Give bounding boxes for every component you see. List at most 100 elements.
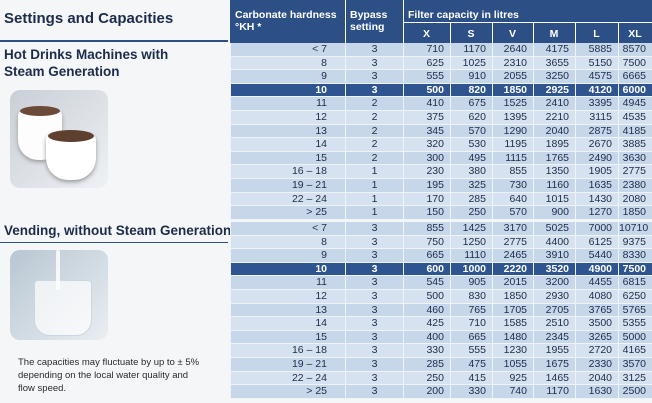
capacity-cell: 855 — [492, 165, 533, 179]
bypass-cell: 1 — [345, 165, 403, 179]
capacity-cell: 6125 — [575, 235, 618, 250]
table-row — [230, 303, 652, 318]
hardness-cell: 12 — [230, 290, 345, 304]
capacity-cell: 555 — [403, 70, 450, 84]
table-row — [230, 235, 652, 250]
capacity-cell: 9375 — [618, 235, 652, 250]
header-divider — [403, 22, 652, 23]
capacity-cell: 250 — [450, 206, 492, 220]
table-row — [230, 192, 652, 207]
capacity-cell: 475 — [450, 358, 492, 372]
capacity-cell: 5765 — [618, 303, 652, 318]
table-row — [230, 43, 652, 57]
capacity-cell: 3910 — [533, 249, 575, 263]
hardness-cell: 15 — [230, 151, 345, 166]
capacity-cell: 2775 — [492, 235, 533, 250]
capacity-cell: 555 — [450, 344, 492, 358]
table-row — [230, 97, 652, 111]
bypass-cell: 3 — [345, 303, 403, 318]
section-heading: Vending, without Steam Generation — [4, 222, 231, 239]
coffee-image — [10, 90, 108, 188]
capacity-cell: 740 — [492, 385, 533, 399]
capacity-cell: 5355 — [618, 317, 652, 331]
capacity-cell: 3765 — [575, 303, 618, 318]
note-line: flow speed. — [18, 383, 67, 394]
hardness-cell: < 7 — [230, 222, 345, 236]
bypass-cell: 2 — [345, 111, 403, 125]
capacity-cell: 1425 — [450, 222, 492, 236]
capacity-cell: 3570 — [618, 358, 652, 372]
size-header: XL — [628, 28, 642, 40]
capacity-cell: 3170 — [492, 222, 533, 236]
capacity-cell: 2640 — [492, 43, 533, 57]
hardness-cell: 14 — [230, 317, 345, 331]
capacity-cell: 1000 — [450, 262, 492, 277]
hardness-cell: 9 — [230, 249, 345, 263]
capacity-cell: 570 — [492, 206, 533, 220]
capacity-cell: 4175 — [533, 43, 575, 57]
capacity-cell: 1170 — [450, 43, 492, 57]
capacity-cell: 1465 — [533, 371, 575, 386]
hardness-cell: 12 — [230, 111, 345, 125]
hardness-cell: 13 — [230, 124, 345, 139]
table-row — [230, 385, 652, 399]
bypass-cell: 3 — [345, 385, 403, 399]
bypass-cell: 1 — [345, 206, 403, 220]
capacity-cell: 2040 — [575, 371, 618, 386]
bypass-cell: 1 — [345, 179, 403, 193]
capacity-cell: 2380 — [618, 179, 652, 193]
capacity-cell: 1015 — [533, 192, 575, 207]
table-row — [230, 358, 652, 372]
capacity-cell: 2490 — [575, 151, 618, 166]
column-divider — [492, 22, 493, 43]
table-row — [230, 151, 652, 166]
capacity-cell: 345 — [403, 124, 450, 139]
hardness-cell: 9 — [230, 70, 345, 84]
capacity-cell: 2720 — [575, 344, 618, 358]
capacity-cell: 1630 — [575, 385, 618, 399]
heading-line: Steam Generation — [4, 64, 120, 79]
capacity-cell: 1025 — [450, 56, 492, 71]
column-divider — [450, 22, 451, 43]
capacity-cell: 200 — [403, 385, 450, 399]
bypass-cell: 3 — [345, 276, 403, 290]
capacity-cell: 2210 — [533, 111, 575, 125]
size-header: X — [422, 28, 430, 40]
capacity-cell: 2055 — [492, 70, 533, 84]
capacity-cell: 2875 — [575, 124, 618, 139]
capacity-cell: 500 — [403, 83, 450, 98]
hardness-cell: 16 – 18 — [230, 344, 345, 358]
table-row — [230, 317, 652, 331]
capacity-cell: 3885 — [618, 138, 652, 152]
capacity-cell: 1250 — [450, 235, 492, 250]
capacity-cell: 285 — [403, 358, 450, 372]
size-header: M — [549, 28, 559, 40]
column-divider — [345, 0, 346, 43]
capacity-cell: 330 — [450, 385, 492, 399]
heading-line: Hot Drinks Machines with — [4, 47, 169, 62]
capacity-cell: 530 — [450, 138, 492, 152]
hardness-cell: 11 — [230, 276, 345, 290]
capacity-cell: 2925 — [533, 83, 575, 98]
heading-line: Vending, without Steam Generation — [4, 223, 232, 238]
capacity-cell: 2670 — [575, 138, 618, 152]
capacity-cell: 500 — [403, 290, 450, 304]
capacity-cell: 1525 — [492, 97, 533, 111]
capacity-cell: 495 — [450, 151, 492, 166]
capacity-cell: 460 — [403, 303, 450, 318]
capacity-cell: 3395 — [575, 97, 618, 111]
capacity-cell: 8570 — [618, 43, 652, 57]
capacity-cell: 410 — [403, 97, 450, 111]
capacity-cell: 1850 — [492, 83, 533, 98]
hardness-cell: < 7 — [230, 43, 345, 57]
capacity-cell: 3115 — [575, 111, 618, 125]
bypass-cell: 2 — [345, 138, 403, 152]
capacity-cell: 545 — [403, 276, 450, 290]
table-row — [230, 276, 652, 290]
hardness-cell: 13 — [230, 303, 345, 318]
hardness-cell: 15 — [230, 330, 345, 345]
capacity-cell: 4945 — [618, 97, 652, 111]
capacity-cell: 10710 — [618, 222, 652, 236]
capacity-cell: 855 — [403, 222, 450, 236]
capacity-cell: 1850 — [492, 290, 533, 304]
